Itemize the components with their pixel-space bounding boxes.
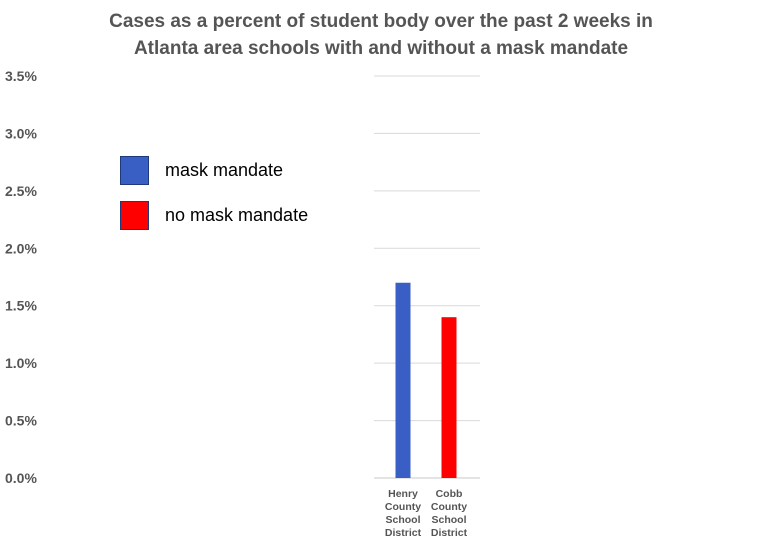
y-tick-label: 0.5%	[5, 413, 37, 429]
legend-label-mask-mandate: mask mandate	[165, 159, 284, 180]
y-tick-label: 2.5%	[5, 183, 37, 199]
y-tick-label: 2.0%	[5, 240, 37, 256]
y-tick-label: 1.0%	[5, 355, 37, 371]
y-tick-label: 0.0%	[5, 470, 37, 486]
chart-title-line-2: Atlanta area schools with and without a …	[133, 38, 629, 59]
chart-legend: mask mandate no mask mandate	[120, 155, 308, 245]
chart-title: Cases as a percent of student body over …	[0, 8, 762, 62]
chart-title-line-1: Cases as a percent of student body over …	[109, 11, 653, 32]
x-tick-label: Henry County School District	[385, 488, 422, 539]
legend-label-no-mask-mandate: no mask mandate	[165, 204, 309, 225]
legend-swatch-mask-mandate	[120, 155, 149, 185]
bar	[441, 317, 457, 478]
y-tick-label: 1.5%	[5, 298, 37, 314]
legend-item-mask-mandate: mask mandate	[120, 155, 308, 185]
legend-swatch-no-mask-mandate	[120, 200, 149, 230]
x-tick-label: Cobb County School District	[431, 488, 468, 539]
y-tick-label: 3.0%	[5, 125, 37, 141]
legend-item-no-mask-mandate: no mask mandate	[120, 200, 308, 230]
y-tick-label: 3.5%	[5, 68, 37, 84]
bar	[395, 282, 411, 478]
